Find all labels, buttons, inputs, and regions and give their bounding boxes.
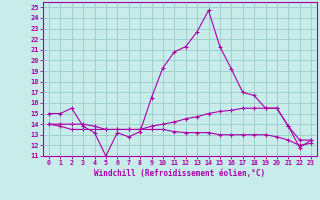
X-axis label: Windchill (Refroidissement éolien,°C): Windchill (Refroidissement éolien,°C) xyxy=(94,169,266,178)
